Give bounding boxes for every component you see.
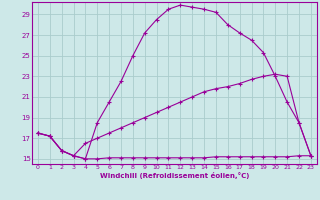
X-axis label: Windchill (Refroidissement éolien,°C): Windchill (Refroidissement éolien,°C) — [100, 172, 249, 179]
